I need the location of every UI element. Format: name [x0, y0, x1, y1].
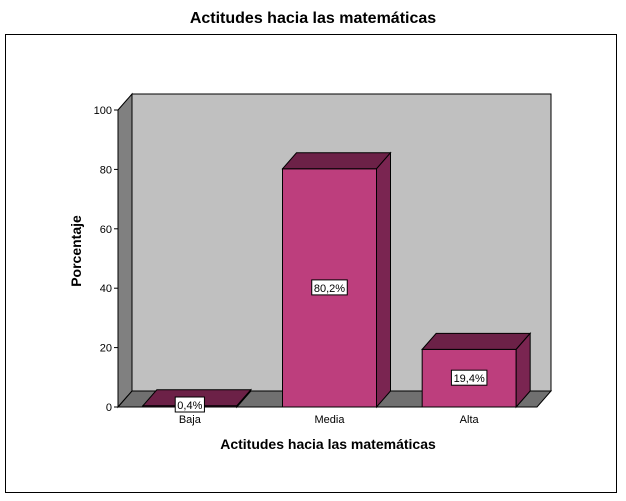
data-label-box: [311, 279, 348, 296]
y-tick-label: 40: [100, 283, 112, 295]
data-label: 80,2%: [314, 283, 345, 295]
data-label: 0,4%: [177, 400, 202, 412]
bar-side: [376, 151, 391, 409]
bar-side: [236, 388, 252, 409]
data-label-box: [450, 369, 488, 386]
bar-top: [421, 332, 532, 350]
chart-frame: [5, 34, 617, 493]
bar-side: [515, 332, 531, 409]
chart-title: Actitudes hacia las matemáticas: [189, 10, 437, 27]
y-axis-label: Porcentaje: [68, 215, 84, 287]
bar-alta: Alta 19,4%: [421, 332, 532, 426]
data-label: 19,4%: [454, 373, 485, 385]
left-wall: [117, 92, 133, 409]
y-tick-label: 20: [100, 343, 112, 355]
y-tick-label: 80: [100, 164, 112, 176]
data-label-box: [174, 396, 205, 413]
y-axis: 0 20 40 60 80 100: [94, 105, 118, 414]
x-tick-label: Alta: [460, 414, 480, 426]
x-tick-label: Media: [315, 414, 346, 426]
y-tick-label: 100: [94, 105, 112, 117]
x-tick-label: Baja: [179, 414, 202, 426]
bar-top: [281, 152, 392, 170]
y-tick-label: 60: [100, 224, 112, 236]
y-tick-label: 0: [106, 402, 112, 414]
bar-baja: Baja 0,4%: [141, 388, 252, 426]
bar-media: Media 80,2%: [281, 151, 392, 426]
bars: Baja 0,4% Media 80,2% Alta 19,4%: [141, 151, 532, 426]
x-axis-label: Actitudes hacia las matemáticas: [220, 436, 436, 452]
